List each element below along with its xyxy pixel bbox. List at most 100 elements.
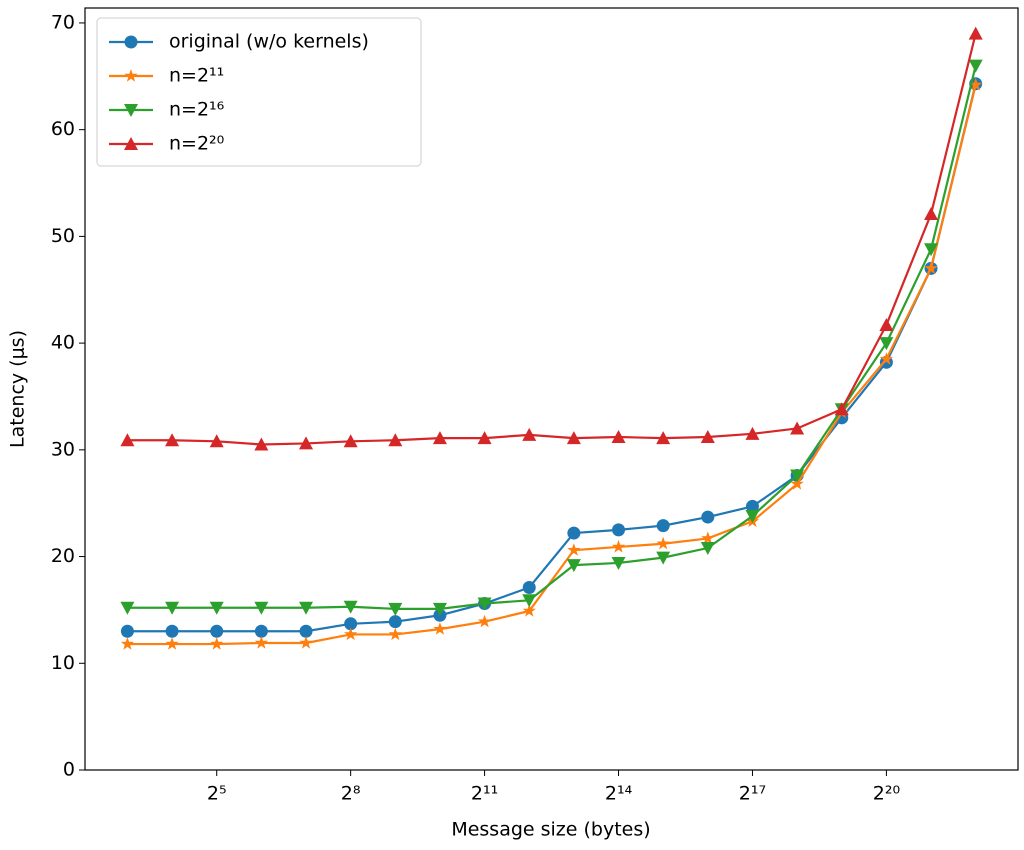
series-line	[127, 33, 977, 446]
marker	[120, 624, 134, 638]
marker	[522, 581, 536, 595]
marker	[567, 543, 581, 556]
y-tick-label: 0	[63, 759, 75, 781]
marker	[968, 26, 983, 40]
series-line	[127, 65, 977, 610]
marker	[566, 431, 581, 445]
y-tick-label: 20	[51, 545, 75, 567]
marker	[656, 431, 671, 445]
legend-label: n=2¹⁶	[169, 99, 224, 121]
marker	[120, 637, 135, 650]
marker	[165, 624, 179, 638]
marker	[388, 433, 403, 447]
marker	[299, 601, 314, 615]
marker	[344, 617, 358, 631]
marker	[477, 431, 492, 445]
marker	[522, 427, 537, 441]
marker	[477, 597, 492, 611]
x-tick-label: 2⁸	[341, 783, 361, 805]
marker	[879, 352, 894, 365]
marker	[209, 434, 224, 448]
y-tick-label: 10	[51, 652, 75, 674]
x-tick-label: 2²⁰	[873, 783, 900, 805]
marker	[210, 624, 224, 638]
marker	[924, 243, 939, 257]
legend: original (w/o kernels) n=2¹¹ n=2¹⁶ n=2²⁰	[96, 17, 422, 167]
legend-label: original (w/o kernels)	[169, 31, 369, 53]
marker	[388, 627, 402, 641]
marker	[120, 433, 135, 447]
marker	[522, 604, 536, 617]
marker	[968, 59, 983, 73]
marker	[165, 601, 180, 615]
marker	[879, 317, 894, 331]
y-tick-label: 70	[51, 11, 75, 33]
legend-label: n=2²⁰	[169, 133, 224, 155]
marker	[165, 433, 180, 447]
y-tick-label: 30	[51, 438, 75, 460]
marker	[879, 337, 894, 351]
marker	[745, 426, 760, 440]
marker	[611, 430, 626, 444]
marker	[611, 539, 626, 553]
marker	[790, 469, 805, 483]
marker	[656, 536, 670, 550]
marker	[701, 531, 715, 545]
marker	[124, 69, 138, 82]
y-tick-label: 50	[51, 225, 75, 247]
marker	[969, 77, 983, 91]
marker	[254, 624, 268, 638]
marker	[566, 559, 581, 573]
marker	[254, 437, 269, 451]
marker	[700, 542, 715, 556]
marker	[611, 556, 626, 570]
marker	[124, 35, 138, 49]
series-line	[127, 84, 977, 646]
marker	[522, 594, 537, 608]
marker	[745, 510, 760, 523]
marker	[656, 551, 671, 565]
marker	[254, 636, 268, 649]
marker	[656, 519, 670, 533]
y-tick-label: 60	[51, 118, 75, 140]
marker	[344, 627, 358, 641]
marker	[254, 601, 269, 615]
legend-box	[96, 17, 422, 167]
marker	[924, 261, 938, 275]
marker	[701, 510, 715, 524]
marker	[700, 430, 715, 444]
x-axis-label: Message size (bytes)	[451, 819, 650, 841]
marker	[343, 600, 358, 614]
marker	[924, 206, 939, 220]
plot-frame	[84, 7, 1019, 771]
marker	[745, 499, 759, 513]
marker	[567, 526, 581, 540]
x-tick-label: 2¹⁷	[739, 783, 766, 805]
x-tick-label: 2¹⁴	[605, 783, 633, 805]
marker	[388, 602, 403, 616]
x-tick-label: 2⁵	[207, 783, 227, 805]
legend-label: n=2¹¹	[169, 65, 224, 87]
marker	[299, 636, 313, 649]
marker	[124, 104, 138, 117]
marker	[124, 137, 138, 150]
x-tick-label: 2¹¹	[471, 783, 498, 805]
marker	[388, 615, 402, 629]
series-line	[127, 83, 977, 633]
marker	[433, 622, 447, 635]
marker	[299, 436, 314, 450]
marker	[477, 614, 492, 628]
marker	[120, 601, 135, 615]
marker	[210, 637, 224, 650]
marker	[432, 602, 447, 616]
marker	[834, 402, 849, 416]
marker	[299, 624, 313, 638]
marker	[165, 637, 179, 650]
y-tick-label: 40	[51, 332, 75, 354]
marker	[209, 601, 224, 615]
marker	[612, 523, 626, 537]
marker	[790, 477, 804, 490]
marker	[790, 421, 805, 435]
marker	[343, 434, 358, 448]
